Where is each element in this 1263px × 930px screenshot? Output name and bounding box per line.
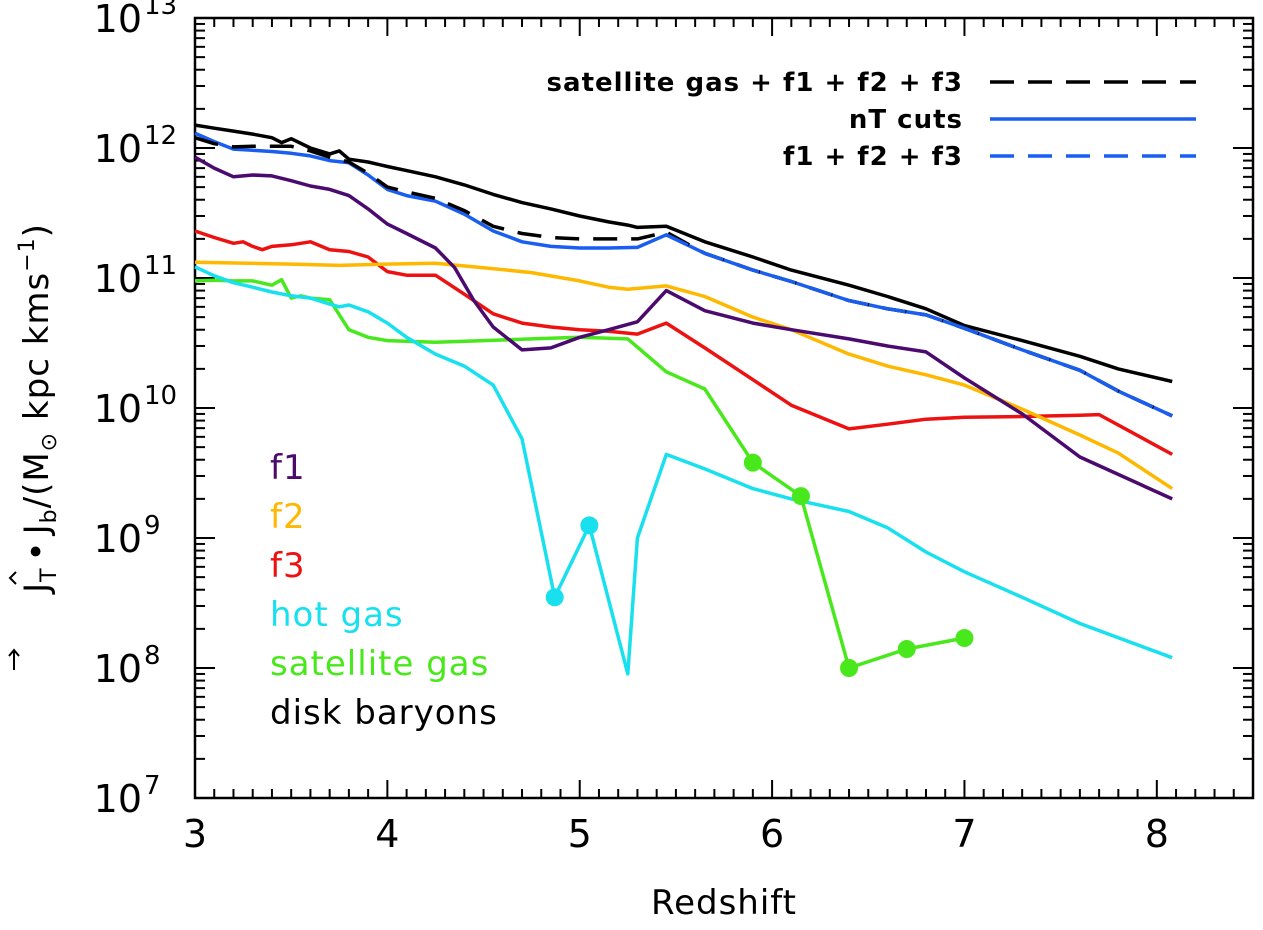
marker-satellite-gas xyxy=(791,487,810,506)
x-axis-title: Redshift xyxy=(651,883,797,923)
y-title-j-vec: J xyxy=(17,582,57,595)
series-line-f1-f2-f3 xyxy=(665,233,1173,418)
x-tick-label: 8 xyxy=(1145,812,1169,856)
y-title-sup: −1 xyxy=(15,237,40,271)
y-title-sun-symbol: ⊙ xyxy=(37,432,62,451)
y-tick-label: 10 xyxy=(94,0,142,41)
y-title-j-hat: J xyxy=(17,523,57,536)
series-label-f2: f2 xyxy=(270,497,306,537)
axis-ticks xyxy=(194,17,1254,799)
series-layer xyxy=(194,123,1174,676)
x-tick-label: 7 xyxy=(952,812,976,856)
marker-satellite-gas xyxy=(840,659,859,677)
y-tick-label: 10 xyxy=(94,517,142,561)
legend-label-nt-cuts: nT cuts xyxy=(849,105,963,135)
series-label-hot-gas: hot gas xyxy=(270,595,404,635)
series-label-satellite-gas: satellite gas xyxy=(270,644,489,684)
y-tick-label: 10 xyxy=(94,257,142,301)
x-tick-labels: 3 4 5 6 7 8 xyxy=(183,812,1169,856)
marker-satellite-gas xyxy=(743,453,762,472)
series-label-f3: f3 xyxy=(270,546,306,586)
series-line-f2 xyxy=(194,260,1174,491)
legend-label-f1-f2-f3: f1 + f2 + f3 xyxy=(783,142,963,172)
y-tick-label-exp: 9 xyxy=(144,511,161,541)
y-tick-label: 10 xyxy=(94,647,142,691)
y-tick-label: 10 xyxy=(94,387,142,431)
x-tick-label: 4 xyxy=(375,812,399,856)
marker-hot-gas xyxy=(580,516,599,535)
y-tick-label-exp: 12 xyxy=(144,121,177,151)
y-tick-label: 10 xyxy=(94,777,142,821)
y-title-dot: • xyxy=(17,540,57,561)
y-title-hat xyxy=(8,571,17,585)
y-tick-label-exp: 13 xyxy=(144,0,177,21)
marker-layer xyxy=(545,453,974,677)
y-title-sub-t: T xyxy=(37,567,62,582)
series-label-disk-baryons: disk baryons xyxy=(270,693,498,733)
y-title-unit-rest: kpc kms xyxy=(17,272,57,432)
series-line-f1 xyxy=(194,155,1173,501)
marker-satellite-gas xyxy=(897,640,916,659)
series-line-nt-cuts xyxy=(194,131,1173,418)
marker-hot-gas xyxy=(545,588,564,607)
y-tick-label: 10 xyxy=(94,127,142,171)
y-tick-label-exp: 10 xyxy=(144,381,177,411)
y-title-vector-arrow xyxy=(8,648,20,670)
series-line-disk-baryons xyxy=(194,123,1173,384)
x-tick-label: 5 xyxy=(568,812,592,856)
series-line-hot-gas xyxy=(194,265,1173,676)
series-label-f1: f1 xyxy=(270,448,306,488)
series-line-f3 xyxy=(194,229,1174,456)
y-axis-title: JT•Jb/(M⊙ kpc kms−1) xyxy=(8,223,62,670)
y-title-unit-close: ) xyxy=(17,223,57,237)
legend-top: satellite gas + f1 + f2 + f3 nT cuts f1 + … xyxy=(547,68,1196,172)
svg-text:JT•Jb/(M⊙ kpc kms−1): JT•Jb/(M⊙ kpc kms−1) xyxy=(15,223,62,595)
y-tick-label-exp: 8 xyxy=(144,641,161,671)
y-tick-label-exp: 7 xyxy=(144,771,161,801)
series-labels-left: f1 f2 f3 hot gas satellite gas disk baryons xyxy=(270,448,498,733)
y-title-unit-open: /(M xyxy=(17,451,57,508)
y-tick-label-exp: 11 xyxy=(144,251,177,281)
series-line-satellite-gas-f1-f2-f3 xyxy=(194,136,1173,418)
y-title-sub-b: b xyxy=(37,508,62,523)
legend-label-satellite-gas-f1-f2-f3: satellite gas + f1 + f2 + f3 xyxy=(547,68,963,98)
x-tick-label: 6 xyxy=(760,812,784,856)
x-tick-label: 3 xyxy=(183,812,207,856)
marker-satellite-gas xyxy=(955,629,974,648)
